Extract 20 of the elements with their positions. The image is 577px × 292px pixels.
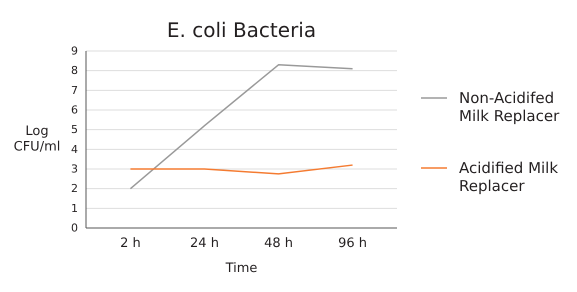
y-axis-title: Log CFU/ml [14, 124, 60, 155]
y-tick-label: 5 [71, 123, 78, 136]
x-tick-label: 48 h [264, 236, 293, 252]
y-tick-label: 3 [71, 162, 78, 176]
x-tick-label: 2 h [120, 236, 141, 252]
y-tick-label: 6 [71, 104, 78, 117]
chart-title: E. coli Bacteria [166, 18, 316, 42]
y-tick-label: 0 [71, 222, 78, 235]
x-axis-title: Time [224, 261, 258, 276]
x-tick-label: 96 h [338, 236, 368, 252]
x-tick-label: 24 h [190, 236, 219, 252]
legend-label: Non-Acidifed Milk Replacer [459, 89, 560, 125]
y-tick-label: 4 [71, 142, 78, 156]
y-tick-label: 2 [71, 182, 78, 196]
line-series [130, 64, 354, 190]
y-tick-label: 1 [71, 202, 78, 215]
legend-label: Acidified Milk Replacer [459, 159, 558, 195]
y-tick-label: 9 [71, 44, 78, 58]
y-tick-label: 8 [71, 64, 78, 78]
y-tick-label: 7 [71, 84, 78, 97]
